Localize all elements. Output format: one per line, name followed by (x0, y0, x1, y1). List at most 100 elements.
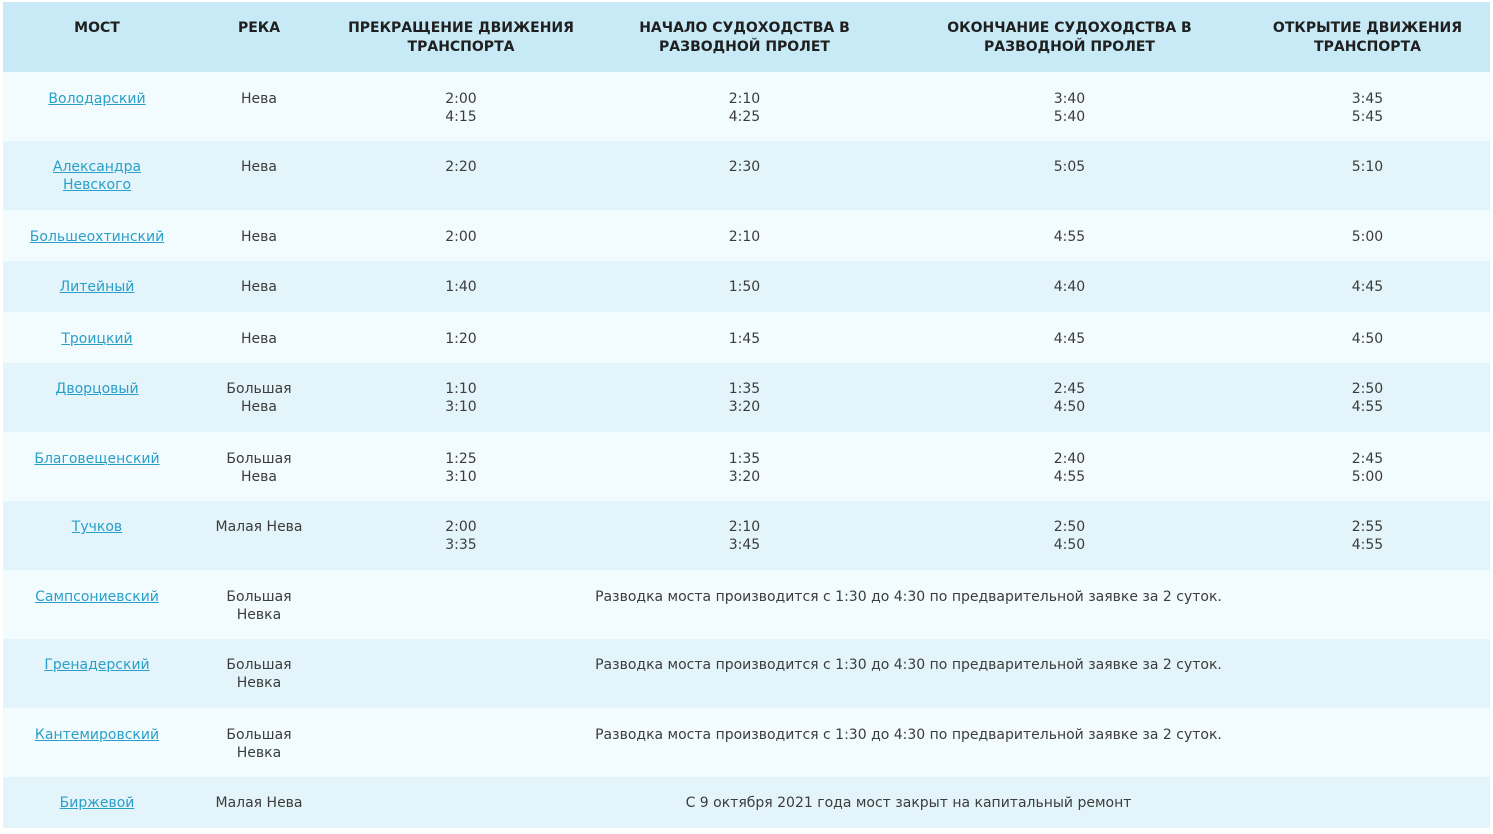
bridge-link[interactable]: Сампсониевский (9, 588, 185, 606)
nav-end-cell-line: 2:40 (1053, 451, 1086, 467)
nav-start-cell-line: 1:45 (728, 331, 761, 347)
river-cell-line: Нева (241, 399, 277, 415)
traffic-stop-cell-line: 3:10 (445, 469, 477, 485)
bridge-link[interactable]: Биржевой (9, 794, 185, 812)
traffic-stop-cell-line: 2:00 (445, 229, 477, 245)
traffic-open-cell: 2:45 5:00 (1245, 432, 1490, 501)
traffic-stop-cell: 2:00 3:35 (327, 501, 595, 570)
traffic-open-cell-line: 2:45 (1351, 451, 1384, 467)
bridge-link[interactable]: Дворцовый (9, 380, 185, 398)
bridge-name-line: Володарский (48, 91, 146, 107)
traffic-open-cell-line: 5:00 (1351, 469, 1384, 485)
bridge-link[interactable]: Троицкий (9, 330, 185, 348)
traffic-open-cell-line: 3:45 (1351, 91, 1384, 107)
nav-end-cell-line: 3:40 (1053, 91, 1086, 107)
traffic-open-cell: 5:00 (1245, 210, 1490, 261)
bridge-cell: Большеохтинский (3, 210, 191, 261)
col-header-bridge: МОСТ (3, 2, 191, 72)
nav-end-cell: 4:40 (894, 261, 1245, 312)
river-cell-line: Нева (241, 279, 277, 295)
nav-end-cell-line: 2:50 (1053, 519, 1086, 535)
river-cell-line: Невка (236, 675, 282, 691)
nav-start-cell: 1:35 3:20 (595, 432, 894, 501)
traffic-stop-cell: 2:00 (327, 210, 595, 261)
table-row: Александра Невского Нева 2:20 2:30 5:05 5:10 (3, 141, 1490, 210)
traffic-stop-cell: 2:00 4:15 (327, 72, 595, 141)
river-cell: Нева (191, 141, 327, 210)
bridge-link[interactable]: Володарский (9, 90, 185, 108)
nav-end-cell: 3:40 5:40 (894, 72, 1245, 141)
traffic-stop-cell: 2:20 (327, 141, 595, 210)
bridge-cell: Сампсониевский (3, 570, 191, 639)
bridge-name-line: Литейный (59, 279, 135, 295)
col-header-traffic-stop: ПРЕКРАЩЕНИЕ ДВИЖЕНИЯ ТРАНСПОРТА (327, 2, 595, 72)
nav-end-cell-line: 2:45 (1053, 381, 1086, 397)
river-cell-line: Нева (241, 229, 277, 245)
river-cell-line: Нева (241, 91, 277, 107)
nav-end-cell: 5:05 (894, 141, 1245, 210)
nav-start-cell: 2:30 (595, 141, 894, 210)
river-cell: Нева (191, 261, 327, 312)
traffic-open-cell-line: 4:55 (1351, 537, 1384, 553)
bridge-link[interactable]: Литейный (9, 278, 185, 296)
table-row: Дворцовый Большая Нева 1:10 3:10 1:35 3:20 2:45… (3, 363, 1490, 432)
bridge-link[interactable]: Благовещенский (9, 450, 185, 468)
river-cell-line: Большая (226, 381, 292, 397)
traffic-open-cell-line: 5:00 (1351, 229, 1384, 245)
river-cell: Нева (191, 210, 327, 261)
traffic-open-cell: 4:45 (1245, 261, 1490, 312)
river-cell: Малая Нева (191, 777, 327, 828)
bridge-name-line: Гренадерский (44, 657, 150, 673)
bridge-schedule-table: МОСТ РЕКА ПРЕКРАЩЕНИЕ ДВИЖЕНИЯ ТРАНСПОРТ… (3, 2, 1490, 828)
traffic-stop-cell-line: 4:15 (445, 109, 477, 125)
nav-end-cell-line: 4:45 (1053, 331, 1086, 347)
nav-end-cell-line: 5:05 (1053, 159, 1086, 175)
traffic-open-cell-line: 2:55 (1351, 519, 1384, 535)
col-header-river: РЕКА (191, 2, 327, 72)
bridge-link[interactable]: Тучков (9, 518, 185, 536)
bridge-link[interactable]: Большеохтинский (9, 228, 185, 246)
bridge-link[interactable]: Александра Невского (9, 158, 185, 194)
traffic-stop-cell-line: 1:25 (445, 451, 477, 467)
bridge-name-line: Кантемировский (34, 727, 160, 743)
nav-start-cell-line: 1:35 (728, 451, 761, 467)
nav-start-cell: 2:10 (595, 210, 894, 261)
table-row: Володарский Нева 2:00 4:15 2:10 4:25 3:40 5:40 3… (3, 72, 1490, 141)
river-cell-line: Большая (226, 589, 292, 605)
bridge-cell: Володарский (3, 72, 191, 141)
table-row: Литейный Нева 1:40 1:50 4:40 4:45 (3, 261, 1490, 312)
river-cell-line: Нева (241, 159, 277, 175)
col-header-traffic-open: ОТКРЫТИЕ ДВИЖЕНИЯ ТРАНСПОРТА (1245, 2, 1490, 72)
bridge-cell: Дворцовый (3, 363, 191, 432)
traffic-open-cell: 2:55 4:55 (1245, 501, 1490, 570)
traffic-open-cell-line: 2:50 (1351, 381, 1384, 397)
nav-start-cell-line: 1:35 (728, 381, 761, 397)
nav-end-cell: 2:45 4:50 (894, 363, 1245, 432)
river-cell: Большая Невка (191, 570, 327, 639)
col-header-nav-end: ОКОНЧАНИЕ СУДОХОДСТВА В РАЗВОДНОЙ ПРОЛЕТ (894, 2, 1245, 72)
bridge-cell: Биржевой (3, 777, 191, 828)
river-cell-line: Невка (236, 607, 282, 623)
nav-end-cell: 4:55 (894, 210, 1245, 261)
bridge-name-line: Тучков (71, 519, 123, 535)
traffic-open-cell-line: 4:50 (1351, 331, 1384, 347)
schedule-note: С 9 октября 2021 года мост закрыт на кап… (327, 777, 1490, 828)
bridge-link[interactable]: Гренадерский (9, 656, 185, 674)
nav-start-cell: 1:35 3:20 (595, 363, 894, 432)
table-row: Большеохтинский Нева 2:00 2:10 4:55 5:00 (3, 210, 1490, 261)
nav-end-cell-line: 4:50 (1053, 537, 1086, 553)
traffic-open-cell: 5:10 (1245, 141, 1490, 210)
nav-start-cell-line: 3:20 (728, 469, 761, 485)
bridge-name-line: Благовещенский (34, 451, 160, 467)
traffic-open-cell: 2:50 4:55 (1245, 363, 1490, 432)
traffic-stop-cell-line: 1:10 (445, 381, 477, 397)
table-row: Биржевой Малая Нева С 9 октября 2021 года … (3, 777, 1490, 828)
traffic-stop-cell-line: 3:35 (445, 537, 477, 553)
river-cell: Малая Нева (191, 501, 327, 570)
river-cell-line: Невка (236, 745, 282, 761)
nav-end-cell: 2:40 4:55 (894, 432, 1245, 501)
bridge-link[interactable]: Кантемировский (9, 726, 185, 744)
traffic-stop-cell: 1:40 (327, 261, 595, 312)
bridge-schedule: МОСТ РЕКА ПРЕКРАЩЕНИЕ ДВИЖЕНИЯ ТРАНСПОРТ… (3, 2, 1490, 828)
schedule-note: Разводка моста производится с 1:30 до 4:… (327, 570, 1490, 639)
